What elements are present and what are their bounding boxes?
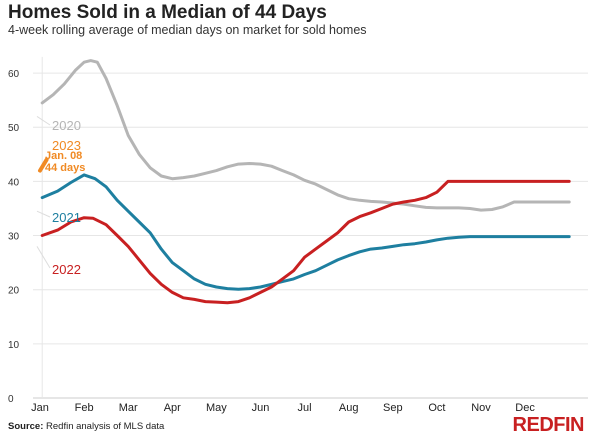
y-tick-10: 10 [8, 340, 20, 351]
x-tick-aug: Aug [339, 402, 359, 414]
label-leader-lines [36, 115, 51, 269]
x-axis-ticks: Jan Feb Mar Apr May Jun Jul Aug Sep Oct Nov Dec [31, 402, 535, 414]
x-tick-may: May [206, 402, 227, 414]
x-tick-jun: Jun [252, 402, 270, 414]
series-label-2022: 2022 [52, 262, 81, 277]
series-label-2020: 2020 [52, 118, 81, 133]
series-line-2023 [38, 157, 49, 173]
series-label-2023: 2023 [52, 138, 81, 153]
series-label-2021: 2021 [52, 210, 81, 225]
leader-line-2021 [36, 210, 51, 218]
x-tick-jul: Jul [298, 402, 312, 414]
y-tick-20: 20 [8, 286, 20, 297]
y-tick-50: 50 [8, 123, 20, 134]
leader-line-2022 [36, 246, 51, 269]
series-lines [38, 59, 571, 305]
source-label: Source: [8, 421, 44, 432]
x-tick-apr: Apr [164, 402, 181, 414]
y-tick-30: 30 [8, 232, 20, 243]
x-tick-dec: Dec [515, 402, 535, 414]
chart-title: Homes Sold in a Median of 44 Days [8, 2, 327, 23]
series-line-2021 [40, 173, 571, 291]
grid-lines [33, 56, 588, 399]
chart-subtitle: 4-week rolling average of median days on… [8, 23, 367, 37]
series-line-2020 [40, 59, 571, 212]
y-tick-40: 40 [8, 177, 20, 188]
x-tick-feb: Feb [75, 402, 94, 414]
redfin-logo: REDFIN [512, 414, 585, 436]
series-line-2022 [40, 179, 571, 305]
leader-line-2020 [36, 115, 51, 126]
source-note: Source: Redfin analysis of MLS data [8, 421, 164, 432]
y-tick-0: 0 [8, 394, 14, 405]
x-tick-sep: Sep [383, 402, 403, 414]
annotation-1: 44 days [45, 162, 85, 174]
y-tick-60: 60 [8, 69, 20, 80]
x-tick-nov: Nov [471, 402, 491, 414]
x-tick-jan: Jan [31, 402, 49, 414]
y-axis-ticks: 0 10 20 30 40 50 60 [8, 69, 20, 405]
x-tick-oct: Oct [428, 402, 445, 414]
source-text: Redfin analysis of MLS data [43, 421, 165, 432]
annotation-0: Jan. 08 [45, 150, 82, 162]
x-tick-mar: Mar [119, 402, 138, 414]
